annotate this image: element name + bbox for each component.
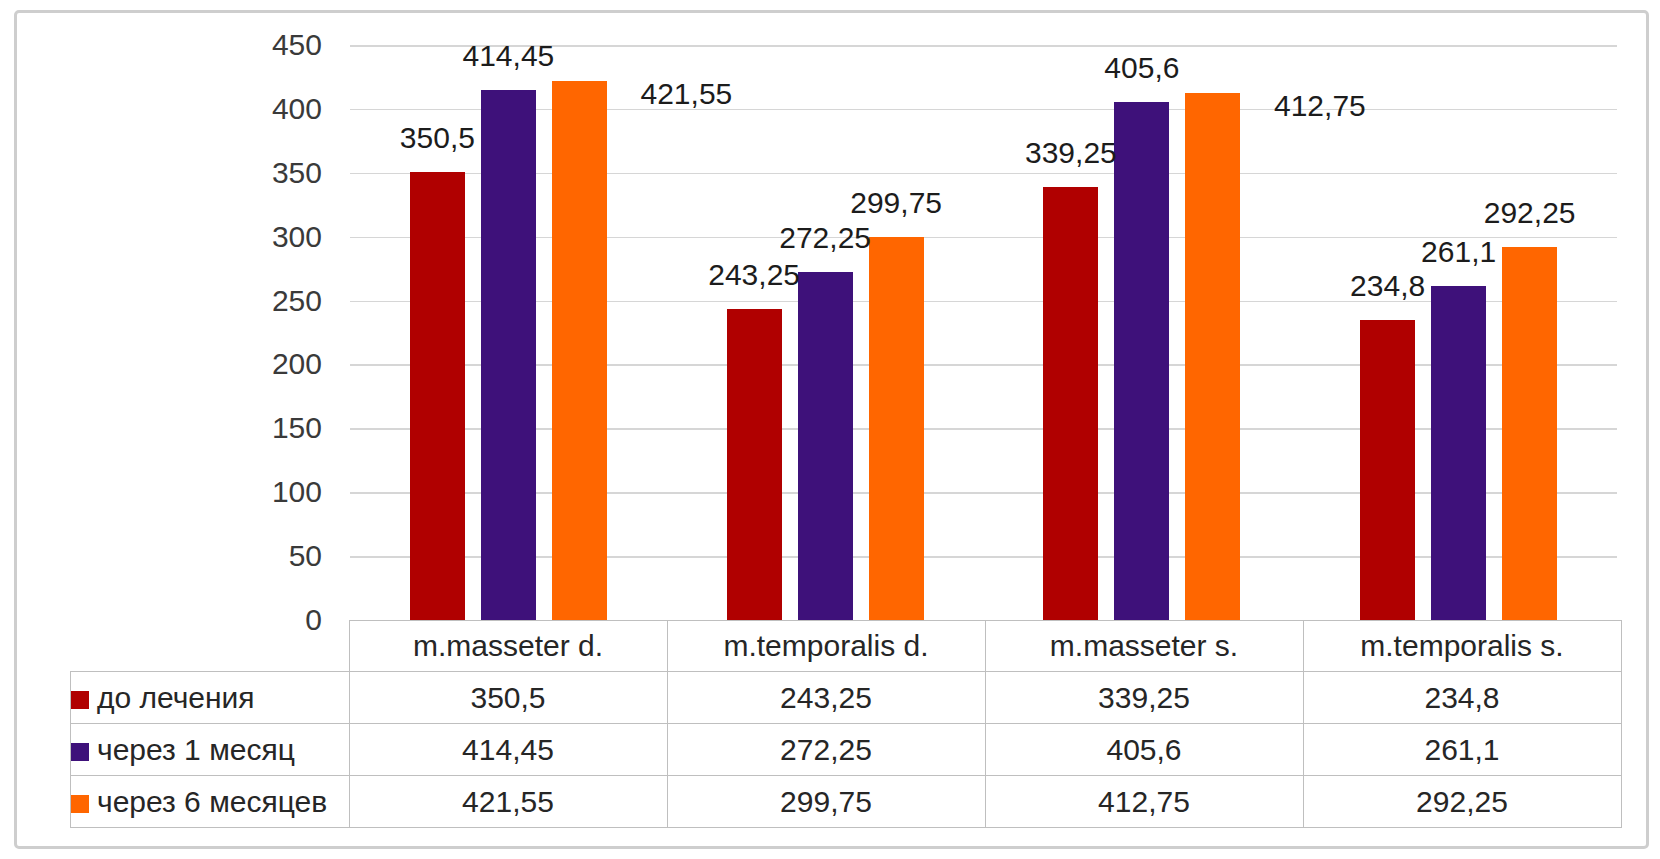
y-axis-tick-label: 250 — [232, 286, 322, 316]
y-axis-tick-label: 50 — [232, 541, 322, 571]
value-cell: 261,1 — [1303, 724, 1621, 776]
gridline — [350, 492, 1617, 494]
bar-value-label: 350,5 — [400, 123, 475, 153]
gridline — [350, 301, 1617, 303]
y-axis-tick-label: 200 — [232, 349, 322, 379]
bar-value-label: 412,75 — [1274, 91, 1366, 121]
category-header-cell: m.temporalis s. — [1303, 621, 1621, 672]
gridline — [350, 428, 1617, 430]
series-name-label: через 1 месяц — [97, 733, 295, 766]
bar-value-label: 261,1 — [1421, 237, 1496, 267]
bar — [798, 272, 853, 620]
legend-color-swatch — [71, 795, 89, 813]
bar — [1360, 320, 1415, 620]
bar — [1502, 247, 1557, 620]
category-header-cell: m.masseter s. — [985, 621, 1303, 672]
value-cell: 414,45 — [349, 724, 667, 776]
value-cell: 299,75 — [667, 776, 985, 828]
category-header-cell: m.temporalis d. — [667, 621, 985, 672]
bar — [481, 90, 536, 620]
bar — [552, 81, 607, 620]
bar-value-label: 421,55 — [640, 79, 732, 109]
data-table-header: m.masseter d.m.temporalis d.m.masseter s… — [71, 621, 1622, 672]
table-row: через 1 месяц 414,45272,25405,6261,1 — [71, 724, 1622, 776]
gridline — [350, 364, 1617, 366]
y-axis-tick-label: 450 — [232, 30, 322, 60]
y-axis-tick-label: 350 — [232, 158, 322, 188]
value-cell: 339,25 — [985, 672, 1303, 724]
bar — [1431, 286, 1486, 620]
value-cell: 234,8 — [1303, 672, 1621, 724]
series-name-label: через 6 месяцев — [97, 785, 327, 818]
bar-value-label: 299,75 — [850, 188, 942, 218]
value-cell: 243,25 — [667, 672, 985, 724]
bar-value-label: 414,45 — [462, 41, 554, 71]
bar — [410, 172, 465, 620]
bar — [1114, 102, 1169, 620]
value-cell: 350,5 — [349, 672, 667, 724]
y-axis-tick-label: 100 — [232, 477, 322, 507]
data-table-body: до лечения350,5243,25339,25234,8через 1 … — [71, 672, 1622, 828]
bar-value-label: 234,8 — [1350, 271, 1425, 301]
bar — [727, 309, 782, 620]
bar-value-label: 339,25 — [1025, 138, 1117, 168]
table-row: до лечения 350,5243,25339,25234,8 — [71, 672, 1622, 724]
bar-value-label: 272,25 — [779, 223, 871, 253]
gridline — [350, 556, 1617, 558]
bar-value-label: 405,6 — [1104, 53, 1179, 83]
value-cell: 405,6 — [985, 724, 1303, 776]
series-name-label: до лечения — [97, 681, 255, 714]
legend-cell: через 1 месяц — [71, 724, 350, 776]
data-table: m.masseter d.m.temporalis d.m.masseter s… — [70, 620, 1622, 828]
table-row: через 6 месяцев 421,55299,75412,75292,25 — [71, 776, 1622, 828]
bar — [869, 237, 924, 620]
legend-color-swatch — [71, 691, 89, 709]
y-axis-tick-label: 300 — [232, 222, 322, 252]
value-cell: 421,55 — [349, 776, 667, 828]
value-cell: 272,25 — [667, 724, 985, 776]
bar-value-label: 292,25 — [1484, 198, 1576, 228]
gridline — [350, 109, 1617, 111]
legend-cell: через 6 месяцев — [71, 776, 350, 828]
bar-value-label: 243,25 — [708, 260, 800, 290]
bar — [1043, 187, 1098, 620]
legend-cell: до лечения — [71, 672, 350, 724]
y-axis-tick-label: 400 — [232, 94, 322, 124]
y-axis-tick-label: 150 — [232, 413, 322, 443]
bar — [1185, 93, 1240, 620]
legend-color-swatch — [71, 743, 89, 761]
gridline — [350, 173, 1617, 175]
category-header-row: m.masseter d.m.temporalis d.m.masseter s… — [71, 621, 1622, 672]
category-header-cell: m.masseter d. — [349, 621, 667, 672]
value-cell: 412,75 — [985, 776, 1303, 828]
corner-cell — [71, 621, 350, 672]
value-cell: 292,25 — [1303, 776, 1621, 828]
